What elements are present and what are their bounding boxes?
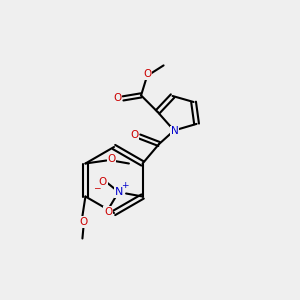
Text: −: − [93,183,100,192]
Text: O: O [99,176,107,187]
Text: O: O [114,93,122,103]
Text: O: O [144,69,152,80]
Text: O: O [104,206,112,217]
Text: N: N [171,126,178,136]
Text: O: O [80,217,88,227]
Text: O: O [130,130,138,140]
Text: O: O [108,154,116,164]
Text: N: N [114,187,123,197]
Text: +: + [122,182,129,190]
